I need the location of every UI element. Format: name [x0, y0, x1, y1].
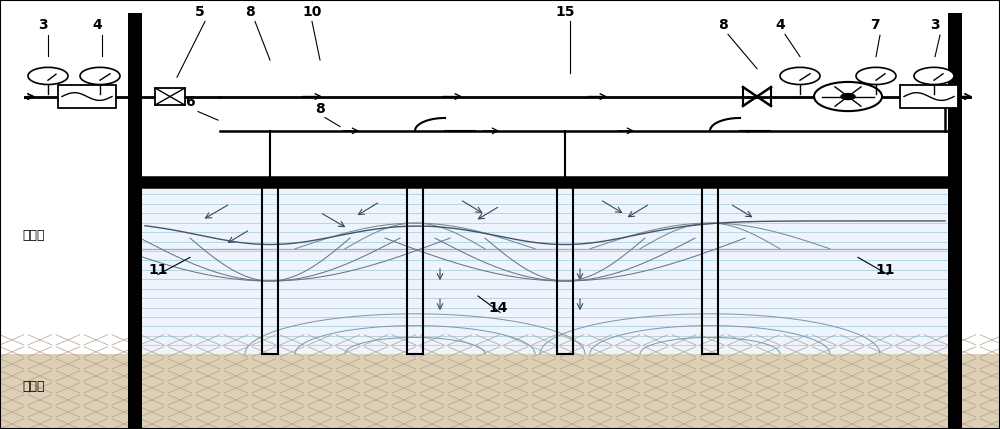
Circle shape [80, 67, 120, 85]
Text: 8: 8 [315, 102, 325, 116]
Circle shape [914, 67, 954, 85]
Text: 7: 7 [870, 18, 880, 32]
Text: 含水层: 含水层 [22, 230, 44, 242]
Text: 11: 11 [875, 263, 895, 277]
Circle shape [28, 67, 68, 85]
Circle shape [856, 67, 896, 85]
Bar [135, 182, 955, 354]
Circle shape [841, 94, 855, 100]
Bar [0, 0, 1000, 182]
Bar [58, 85, 116, 108]
Bar [900, 85, 958, 108]
Text: 8: 8 [718, 18, 728, 32]
Circle shape [814, 82, 882, 111]
Text: 10: 10 [302, 5, 321, 19]
Text: 14: 14 [488, 301, 508, 315]
Text: 4: 4 [92, 18, 102, 32]
Text: 6: 6 [185, 95, 195, 109]
Bar [128, 13, 142, 429]
Text: 5: 5 [195, 5, 205, 19]
Text: 3: 3 [38, 18, 48, 32]
Bar [948, 13, 962, 429]
Text: 3: 3 [930, 18, 940, 32]
Text: 8: 8 [245, 5, 255, 19]
Text: 4: 4 [775, 18, 785, 32]
Text: 11: 11 [148, 263, 168, 277]
Bar [0, 354, 1000, 429]
Bar [155, 88, 185, 105]
Circle shape [780, 67, 820, 85]
Text: 15: 15 [555, 5, 574, 19]
Text: 隔水层: 隔水层 [22, 380, 44, 393]
